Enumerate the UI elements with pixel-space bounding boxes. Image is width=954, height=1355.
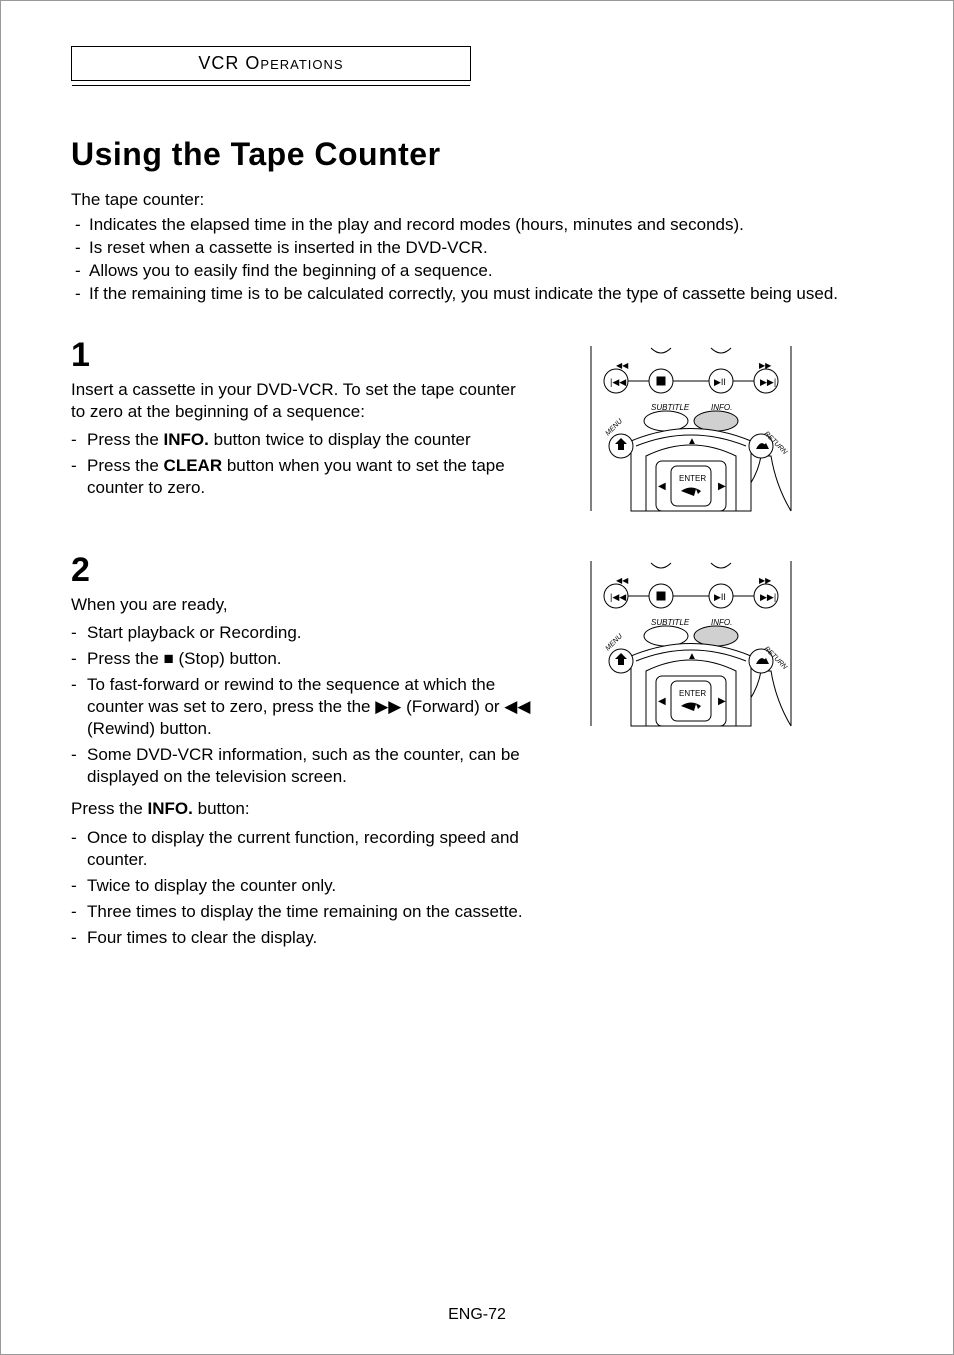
remote-illustration-2: ◀◀ ▶▶ |◀◀ ▶II ▶▶| SUBTITLE INFO. [561,551,821,731]
step-two-lead: When you are ready, [71,594,531,616]
section-header-text: VCR Operations [198,53,343,73]
intro-lead: The tape counter: [71,189,883,212]
svg-text:◀◀: ◀◀ [616,576,629,585]
step-one-list: Press the INFO. button twice to display … [71,429,531,499]
intro-block: The tape counter: Indicates the elapsed … [71,189,883,306]
svg-text:▲: ▲ [687,436,697,447]
svg-text:▶II: ▶II [714,377,726,387]
svg-text:▶▶|: ▶▶| [760,377,776,387]
step-one-body: Insert a cassette in your DVD-VCR. To se… [71,379,531,499]
intro-item: Is reset when a cassette is inserted in … [71,237,883,260]
remote-illustration-1: ◀◀ ▶▶ |◀◀ ▶II ▶▶| SUBTITLE INFO. [561,336,821,516]
step-one-para: Insert a cassette in your DVD-VCR. To se… [71,379,531,423]
step-two-sub-list: Once to display the current function, re… [71,827,531,949]
svg-text:▲: ▲ [687,651,697,662]
step-two-sub-lead: Press the INFO. button: [71,798,531,820]
intro-item: Allows you to easily find the beginning … [71,260,883,283]
page-number: ENG-72 [1,1306,953,1324]
step-two-text: 2 When you are ready, Start playback or … [71,551,531,953]
intro-list: Indicates the elapsed time in the play a… [71,214,883,306]
page-title: Using the Tape Counter [71,136,883,173]
step-two-sub-item: Four times to clear the display. [71,927,531,949]
svg-text:▶II: ▶II [714,592,726,602]
intro-item: If the remaining time is to be calculate… [71,283,883,306]
step-two-body: When you are ready, Start playback or Re… [71,594,531,949]
svg-text:ENTER: ENTER [679,474,706,483]
svg-text:|◀◀: |◀◀ [610,592,626,602]
step-one: 1 Insert a cassette in your DVD-VCR. To … [71,336,883,516]
svg-text:ENTER: ENTER [679,689,706,698]
step-two-sub-item: Once to display the current function, re… [71,827,531,871]
step-two-sub-item: Three times to display the time remainin… [71,901,531,923]
intro-item: Indicates the elapsed time in the play a… [71,214,883,237]
svg-text:|◀◀: |◀◀ [610,377,626,387]
step-two-item: Start playback or Recording. [71,622,531,644]
svg-text:◀: ◀ [658,696,666,707]
svg-text:▶▶|: ▶▶| [760,592,776,602]
step-two-substep: Press the INFO. button: Once to display … [71,798,531,949]
step-one-num: 1 [71,336,531,375]
remote-svg: ◀◀ ▶▶ |◀◀ ▶II ▶▶| SUBTITLE INFO. [561,336,821,516]
svg-text:SUBTITLE: SUBTITLE [651,403,690,412]
svg-text:▶: ▶ [718,696,726,707]
step-one-item: Press the CLEAR button when you want to … [71,455,531,499]
step-two-sub-item: Twice to display the counter only. [71,875,531,897]
step-one-text: 1 Insert a cassette in your DVD-VCR. To … [71,336,531,516]
svg-text:SUBTITLE: SUBTITLE [651,618,690,627]
step-two-item: Press the ■ (Stop) button. [71,648,531,670]
step-two: 2 When you are ready, Start playback or … [71,551,883,953]
step-two-item: Some DVD-VCR information, such as the co… [71,744,531,788]
step-two-list: Start playback or Recording. Press the ■… [71,622,531,789]
step-two-item: To fast-forward or rewind to the sequenc… [71,674,531,740]
step-one-item: Press the INFO. button twice to display … [71,429,531,451]
step-two-num: 2 [71,551,531,590]
svg-text:◀◀: ◀◀ [616,361,629,370]
remote-svg: ◀◀ ▶▶ |◀◀ ▶II ▶▶| SUBTITLE INFO. [561,551,821,731]
svg-text:▶: ▶ [718,481,726,492]
svg-text:◀: ◀ [658,481,666,492]
section-header: VCR Operations [71,46,471,81]
page: VCR Operations Using the Tape Counter Th… [0,0,954,1355]
